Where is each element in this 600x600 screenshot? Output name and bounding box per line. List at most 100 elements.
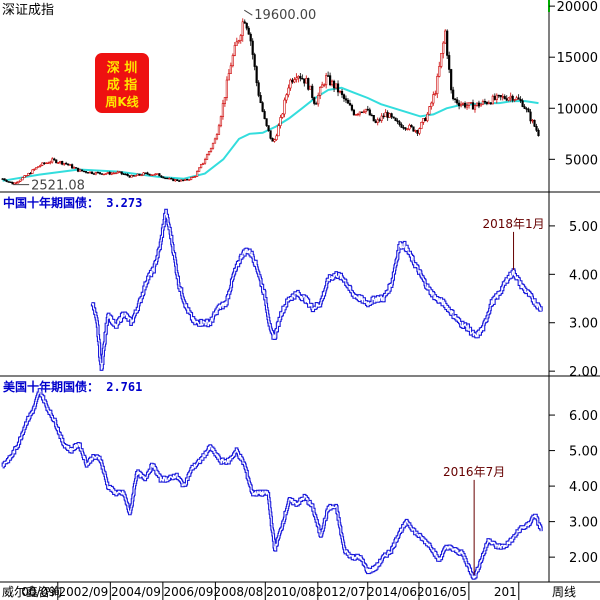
candlestick bbox=[271, 137, 274, 142]
candlestick bbox=[134, 175, 137, 177]
candlestick bbox=[33, 168, 36, 171]
candlestick bbox=[511, 94, 514, 103]
candlestick bbox=[51, 157, 54, 164]
candlestick bbox=[55, 159, 58, 164]
panel-3-annotations: 2016年7月 bbox=[443, 465, 505, 575]
y-tick-label: 2.00 bbox=[569, 365, 598, 380]
candlestick bbox=[299, 72, 302, 82]
candlestick bbox=[82, 170, 86, 173]
candlestick bbox=[59, 160, 62, 165]
candlestick bbox=[388, 112, 391, 118]
x-tick-label: 2014/06 bbox=[367, 585, 417, 599]
candlestick bbox=[525, 106, 528, 113]
peak-annotation-label: 19600.00 bbox=[254, 8, 316, 23]
x-axis-ticks: 00/09 2002/09 2004/09 2006/09 2008/08 2010/08… bbox=[21, 582, 520, 600]
candlestick bbox=[1, 178, 4, 180]
x-tick-label: 2004/09 bbox=[111, 585, 161, 599]
candlestick bbox=[515, 95, 518, 101]
candlestick bbox=[493, 93, 496, 101]
candlestick bbox=[176, 179, 179, 182]
candlestick bbox=[315, 101, 318, 105]
y-tick-label: 5.00 bbox=[569, 220, 598, 235]
candlestick bbox=[402, 124, 405, 130]
candlestick bbox=[481, 99, 485, 106]
candlestick bbox=[404, 127, 407, 131]
candlestick bbox=[130, 174, 133, 178]
badge-background bbox=[95, 53, 149, 113]
candlestick bbox=[529, 108, 532, 124]
candlestick bbox=[184, 178, 187, 181]
panel-china-10y-bond: 中国十年期国债： 3.273 2.00 3.00 4.00 5.00 2018年1月 bbox=[3, 195, 598, 380]
bond-line-outer bbox=[1, 388, 543, 580]
candlestick bbox=[446, 29, 449, 60]
candlestick bbox=[142, 172, 145, 176]
panel-1-y-axis: 5000 10000 15000 20000 bbox=[549, 0, 598, 168]
candlestick bbox=[426, 112, 429, 123]
candlestick bbox=[325, 72, 328, 89]
candlestick bbox=[217, 123, 221, 135]
candlestick bbox=[67, 163, 70, 167]
candlestick bbox=[293, 77, 296, 84]
us-bond-series bbox=[1, 388, 543, 580]
y-tick-label: 6.00 bbox=[569, 409, 598, 424]
badge-line-2: 成 指 bbox=[107, 77, 138, 93]
panel-2-annotations: 2018年1月 bbox=[482, 217, 545, 270]
candlestick bbox=[229, 62, 232, 74]
candlestick bbox=[370, 113, 373, 117]
candlestick bbox=[406, 128, 409, 131]
candlestick bbox=[9, 181, 12, 183]
candlestick bbox=[360, 111, 363, 114]
candlestick bbox=[53, 157, 56, 161]
candlestick bbox=[17, 180, 20, 184]
candlestick bbox=[245, 22, 248, 31]
candlestick bbox=[43, 162, 46, 165]
candlestick bbox=[11, 181, 14, 185]
panel-szse-index: 深证成指 5000 10000 15000 20000 19600.00 2521.08… bbox=[1, 0, 598, 194]
candlestick bbox=[84, 170, 88, 174]
candlestick bbox=[19, 179, 22, 182]
annotation-label: 2016年7月 bbox=[443, 465, 505, 479]
candlestick bbox=[5, 179, 8, 183]
candlestick bbox=[199, 163, 203, 169]
candlestick bbox=[463, 101, 467, 109]
low-annotation-label: 2521.08 bbox=[31, 179, 85, 194]
candlestick bbox=[432, 91, 435, 106]
candlestick bbox=[475, 102, 479, 107]
badge-line-3: 周K线 bbox=[105, 94, 138, 109]
y-tick-label: 4.00 bbox=[569, 480, 598, 495]
candlestick bbox=[120, 171, 123, 176]
candlestick bbox=[259, 92, 262, 104]
bond-line-outer bbox=[90, 208, 543, 371]
x-tick-label: 2006/09 bbox=[164, 585, 214, 599]
candlestick bbox=[98, 172, 101, 175]
candlestick bbox=[487, 100, 490, 105]
candlestick bbox=[267, 125, 270, 132]
bond-line-inner bbox=[2, 389, 542, 579]
candlestick bbox=[438, 61, 441, 78]
candlestick bbox=[334, 83, 338, 90]
candlestick bbox=[289, 78, 292, 91]
candlestick bbox=[241, 18, 244, 42]
candlestick bbox=[348, 99, 352, 106]
candlestick bbox=[160, 175, 163, 179]
candlestick bbox=[231, 53, 234, 68]
peak-annotation-line bbox=[244, 9, 253, 16]
x-tick-label: 2012/07 bbox=[316, 585, 366, 599]
candlestick bbox=[521, 98, 524, 108]
candlestick bbox=[255, 65, 258, 87]
candlestick bbox=[450, 68, 453, 94]
candlestick bbox=[410, 124, 413, 128]
candlestick bbox=[287, 84, 290, 98]
candlestick bbox=[263, 109, 266, 120]
candlestick bbox=[146, 171, 149, 175]
candlestick bbox=[459, 101, 463, 108]
candlestick bbox=[279, 114, 282, 129]
candlestick bbox=[247, 26, 250, 35]
x-tick-label: 2010/08 bbox=[266, 585, 316, 599]
candlestick bbox=[301, 74, 304, 80]
candlestick bbox=[358, 111, 361, 117]
candlestick bbox=[7, 181, 10, 183]
y-tick-label: 20000 bbox=[557, 0, 598, 15]
x-axis: 威尔鑫咨询 00/09 2002/09 2004/09 2006/09 2008/08 2… bbox=[2, 582, 576, 600]
candlestick bbox=[213, 137, 217, 144]
